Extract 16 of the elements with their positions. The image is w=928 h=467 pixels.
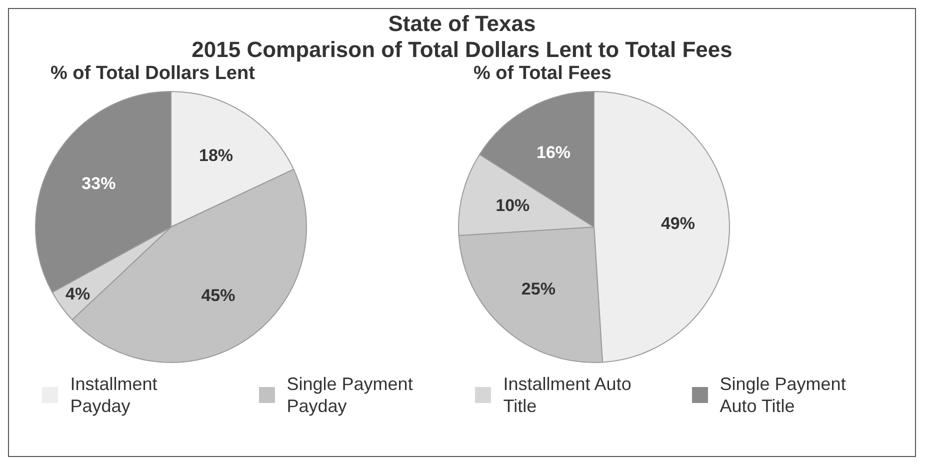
data-label: 16% [536,143,570,162]
legend-label: Single Payment Auto Title [720,373,847,417]
text: 2015 Comparison of Total Dollars Lent to Total Fees [190,37,734,63]
data-label: 10% [495,196,530,215]
data-label: 33% [81,174,116,193]
data-label: 18% [198,146,233,165]
chart-title: % of Total Fees [472,63,612,86]
legend-label: Single Payment Payday [286,373,414,417]
data-label: 4% [65,284,90,304]
data-label: 49% [660,214,694,234]
text: State of Texas [387,11,537,37]
data-label: 25% [520,280,555,299]
data-label: 45% [200,286,235,306]
chart-title: % of Total Dollars Lent [50,63,256,86]
legend-label: Installment Auto Title [503,373,632,417]
legend-label: Installment Payday [70,373,158,417]
